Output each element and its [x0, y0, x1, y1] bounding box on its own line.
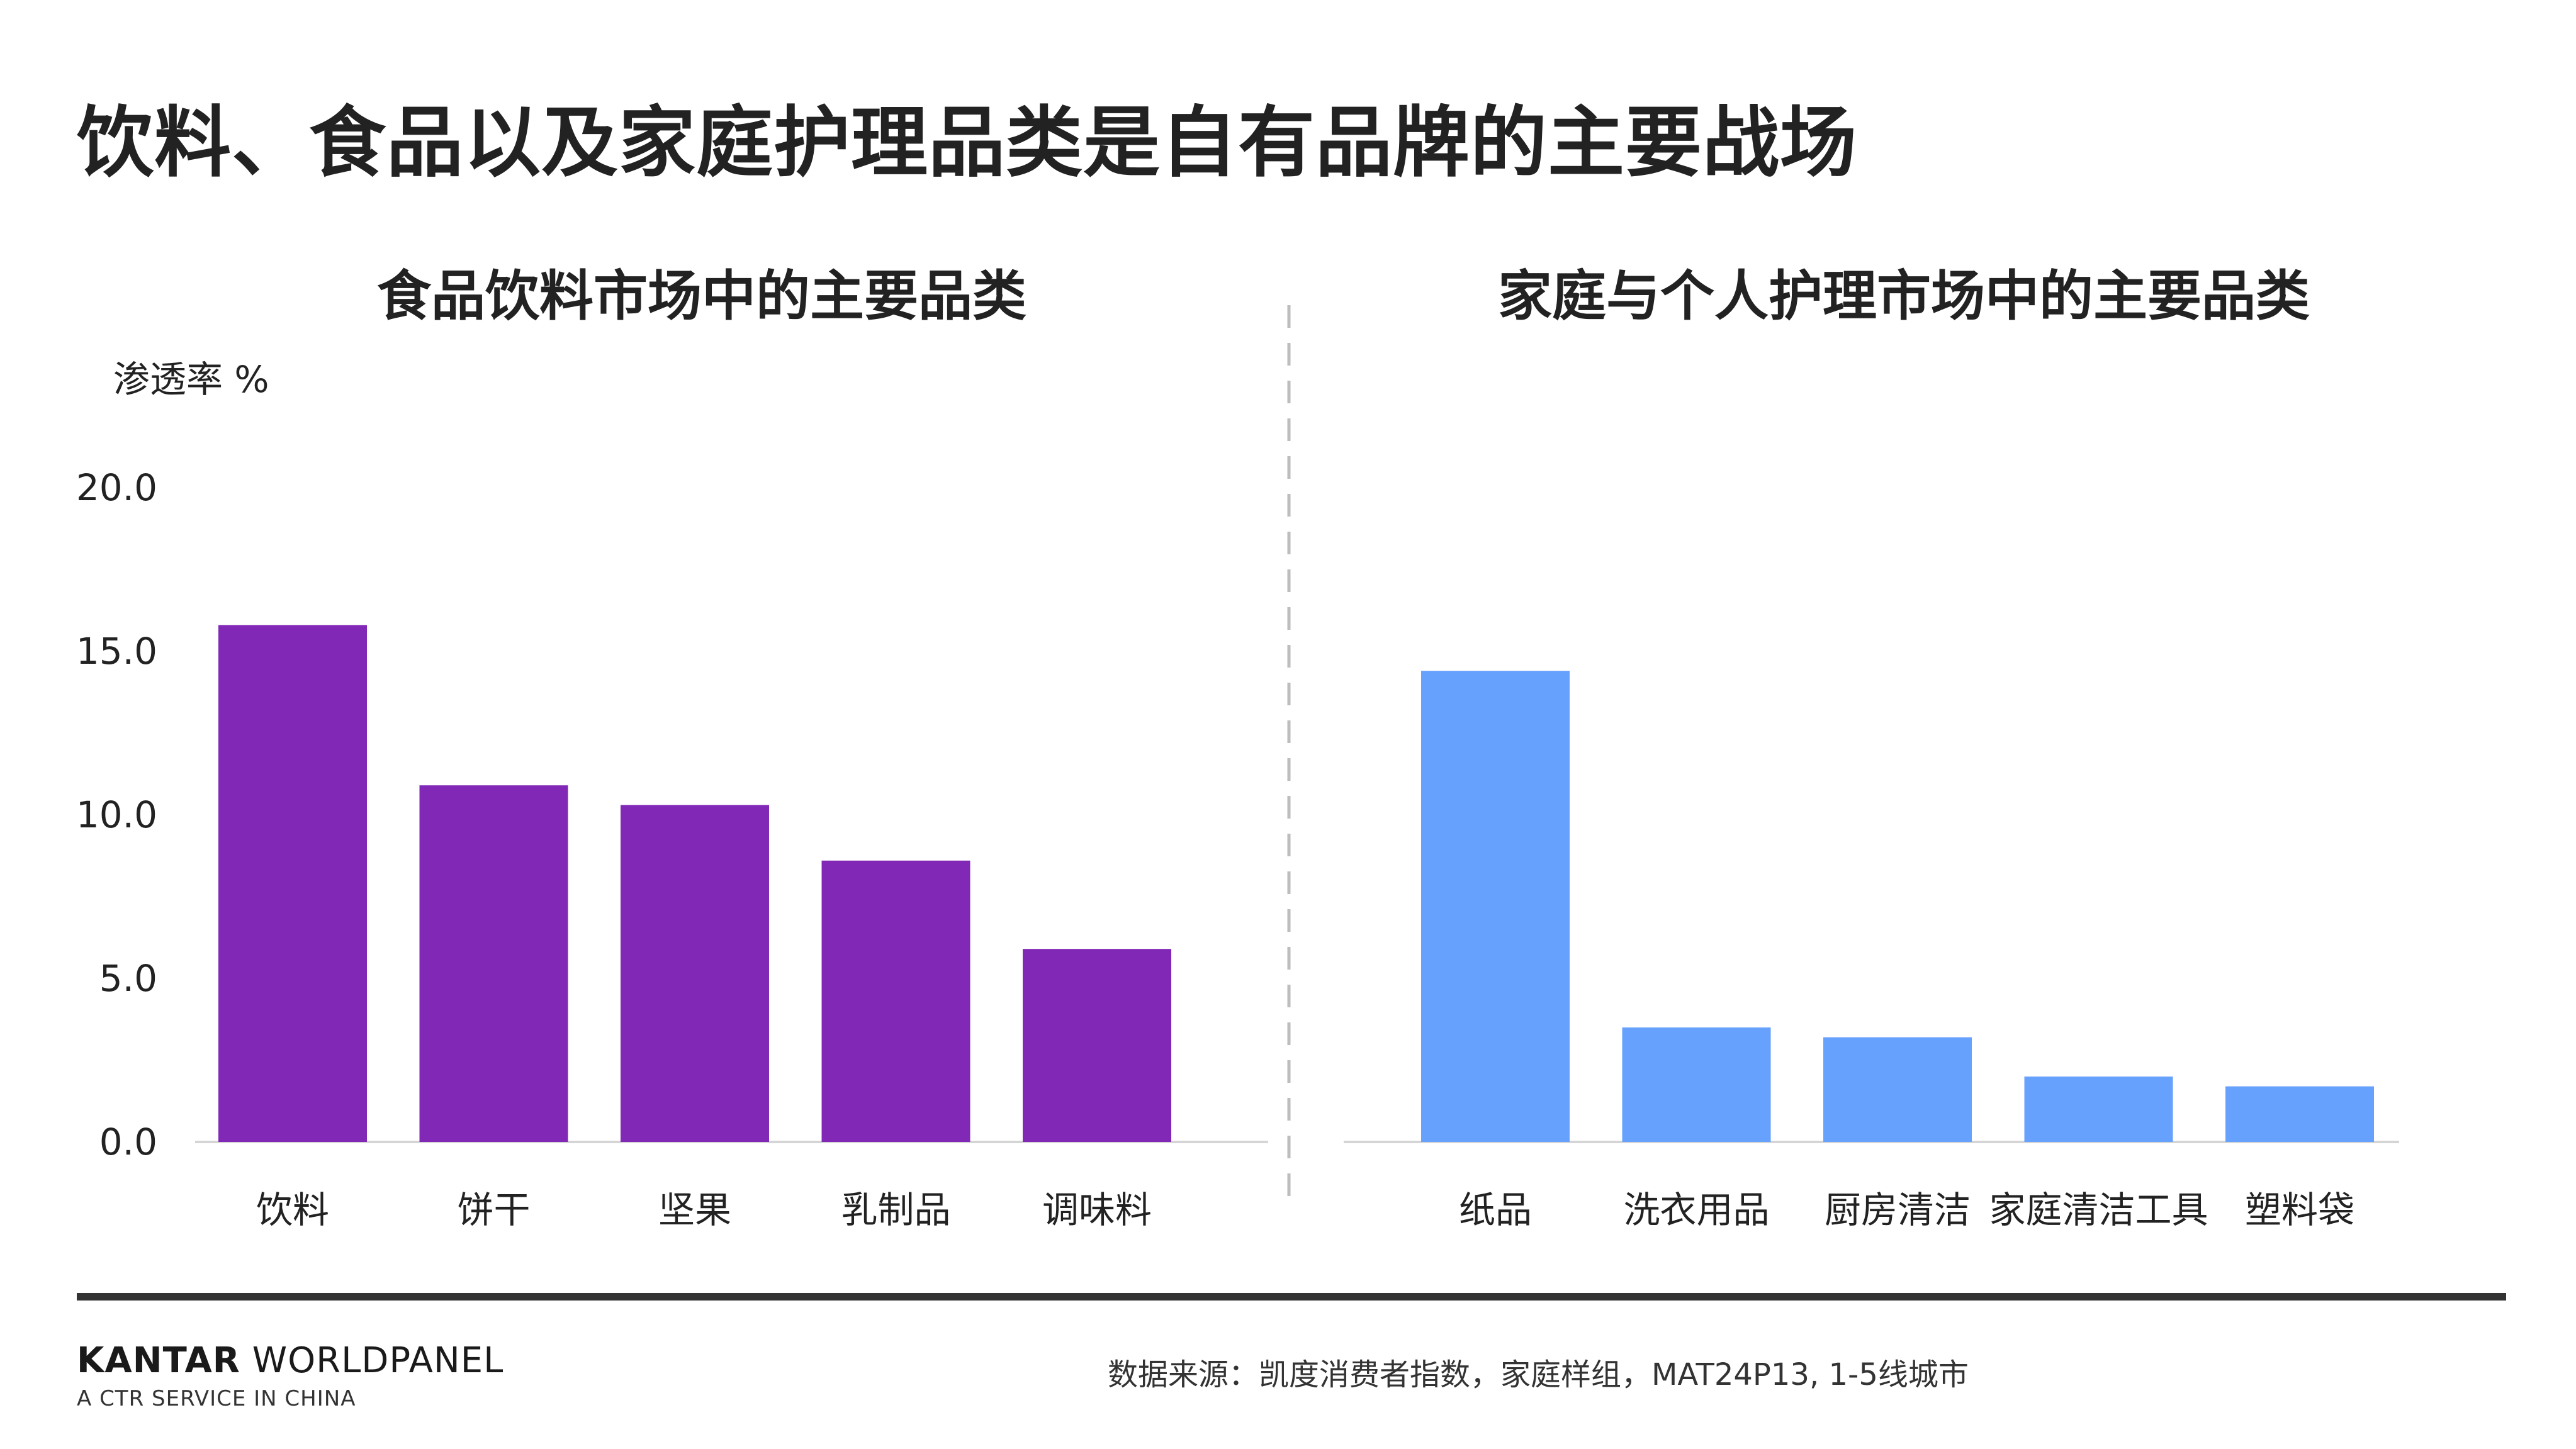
y-tick-label: 20.0: [76, 466, 157, 509]
y-tick-label: 5.0: [99, 957, 157, 1000]
home-category-label: 洗衣用品: [1623, 1189, 1769, 1231]
kantar-logo: KANTAR WORLDPANEL: [77, 1340, 503, 1381]
home-bar-2: [1622, 1027, 1771, 1142]
y-axis-label: 渗透率 %: [113, 358, 269, 401]
y-tick-label: 10.0: [76, 793, 157, 836]
food-bar-1: [218, 625, 367, 1142]
food-category-label: 调味料: [1042, 1189, 1152, 1231]
food-bar-3: [621, 805, 769, 1142]
y-tick-label: 15.0: [76, 630, 157, 673]
food-category-label: 乳制品: [841, 1189, 950, 1231]
footer-divider: [77, 1293, 2506, 1301]
page-title: 饮料、食品以及家庭护理品类是自有品牌的主要战场: [77, 98, 1857, 187]
home-category-label: 厨房清洁: [1825, 1189, 1971, 1231]
food-category-label: 饼干: [457, 1189, 530, 1231]
food-category-label: 坚果: [658, 1189, 731, 1231]
food-chart-title: 食品饮料市场中的主要品类: [377, 265, 1026, 328]
home-bar-4: [2024, 1077, 2173, 1142]
brand-rest: WORLDPANEL: [252, 1340, 504, 1381]
food-category-label: 饮料: [256, 1189, 329, 1231]
home-chart-title: 家庭与个人护理市场中的主要品类: [1498, 265, 2310, 328]
brand-strong: KANTAR: [77, 1340, 240, 1381]
home-category-label: 家庭清洁工具: [1989, 1189, 2208, 1231]
food-bar-4: [821, 860, 970, 1142]
home-bar-3: [1823, 1037, 1972, 1142]
brand-subtitle: A CTR SERVICE IN CHINA: [77, 1386, 356, 1411]
home-bar-1: [1421, 671, 1570, 1142]
food-bar-2: [419, 785, 568, 1142]
home-category-label: 纸品: [1459, 1189, 1532, 1231]
home-bar-5: [2225, 1086, 2374, 1142]
home-category-label: 塑料袋: [2245, 1189, 2354, 1231]
data-source-note: 数据来源：凯度消费者指数，家庭样组，MAT24P13, 1-5线城市: [1108, 1357, 1969, 1392]
food-bar-5: [1023, 949, 1171, 1142]
y-tick-label: 0.0: [99, 1121, 157, 1163]
